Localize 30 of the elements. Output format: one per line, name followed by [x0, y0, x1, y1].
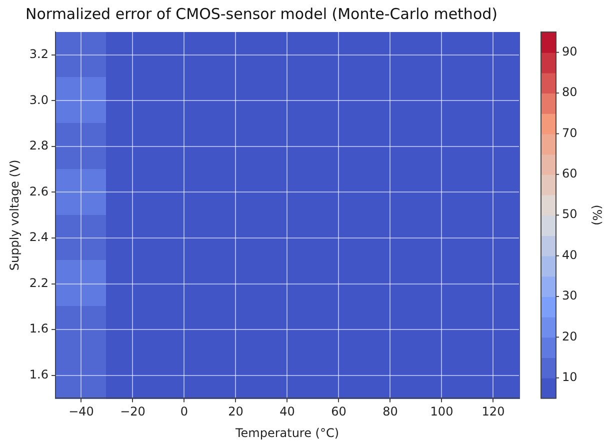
x-tick-label: −20 [120, 404, 146, 419]
y-axis-title: Supply voltage (V) [7, 160, 22, 271]
x-tick-label: 80 [382, 404, 398, 419]
x-tick-label: 120 [482, 404, 505, 419]
y-tick-label: 2.6 [29, 184, 48, 198]
color-bar-label: 50 [562, 207, 578, 222]
color-bar-label: 70 [562, 126, 578, 140]
x-tick-label: 100 [430, 404, 454, 419]
y-tick-label: 3.2 [29, 47, 48, 62]
y-tick-label: 1.6 [29, 322, 48, 336]
x-axis-title: Temperature (°C) [234, 426, 340, 440]
color-bar-label: 30 [562, 288, 578, 303]
x-tick-label: 60 [331, 404, 346, 419]
color-bar-title: (%) [590, 204, 604, 226]
y-tick-label: 3.0 [29, 92, 48, 107]
y-tick-label: 2.8 [29, 138, 48, 153]
y-tick-label: 1.6 [29, 367, 48, 382]
color-bar-label: 80 [562, 85, 578, 100]
x-tick-label: 0 [180, 404, 188, 419]
color-bar-label: 20 [562, 329, 578, 344]
color-bar-label: 10 [562, 370, 578, 384]
y-tick-label: 2.4 [29, 230, 48, 244]
color-bar-label: 90 [562, 44, 578, 58]
x-tick-label: 40 [280, 404, 295, 419]
x-tick-label: −40 [68, 404, 94, 419]
x-tick-label: 20 [228, 404, 244, 419]
chart-title: Normalized error of CMOS-sensor model (Monte-Carlo method) [26, 4, 498, 23]
color-bar-label: 40 [562, 248, 578, 262]
color-bar-label: 60 [562, 166, 578, 181]
y-tick-label: 2.2 [29, 276, 48, 290]
